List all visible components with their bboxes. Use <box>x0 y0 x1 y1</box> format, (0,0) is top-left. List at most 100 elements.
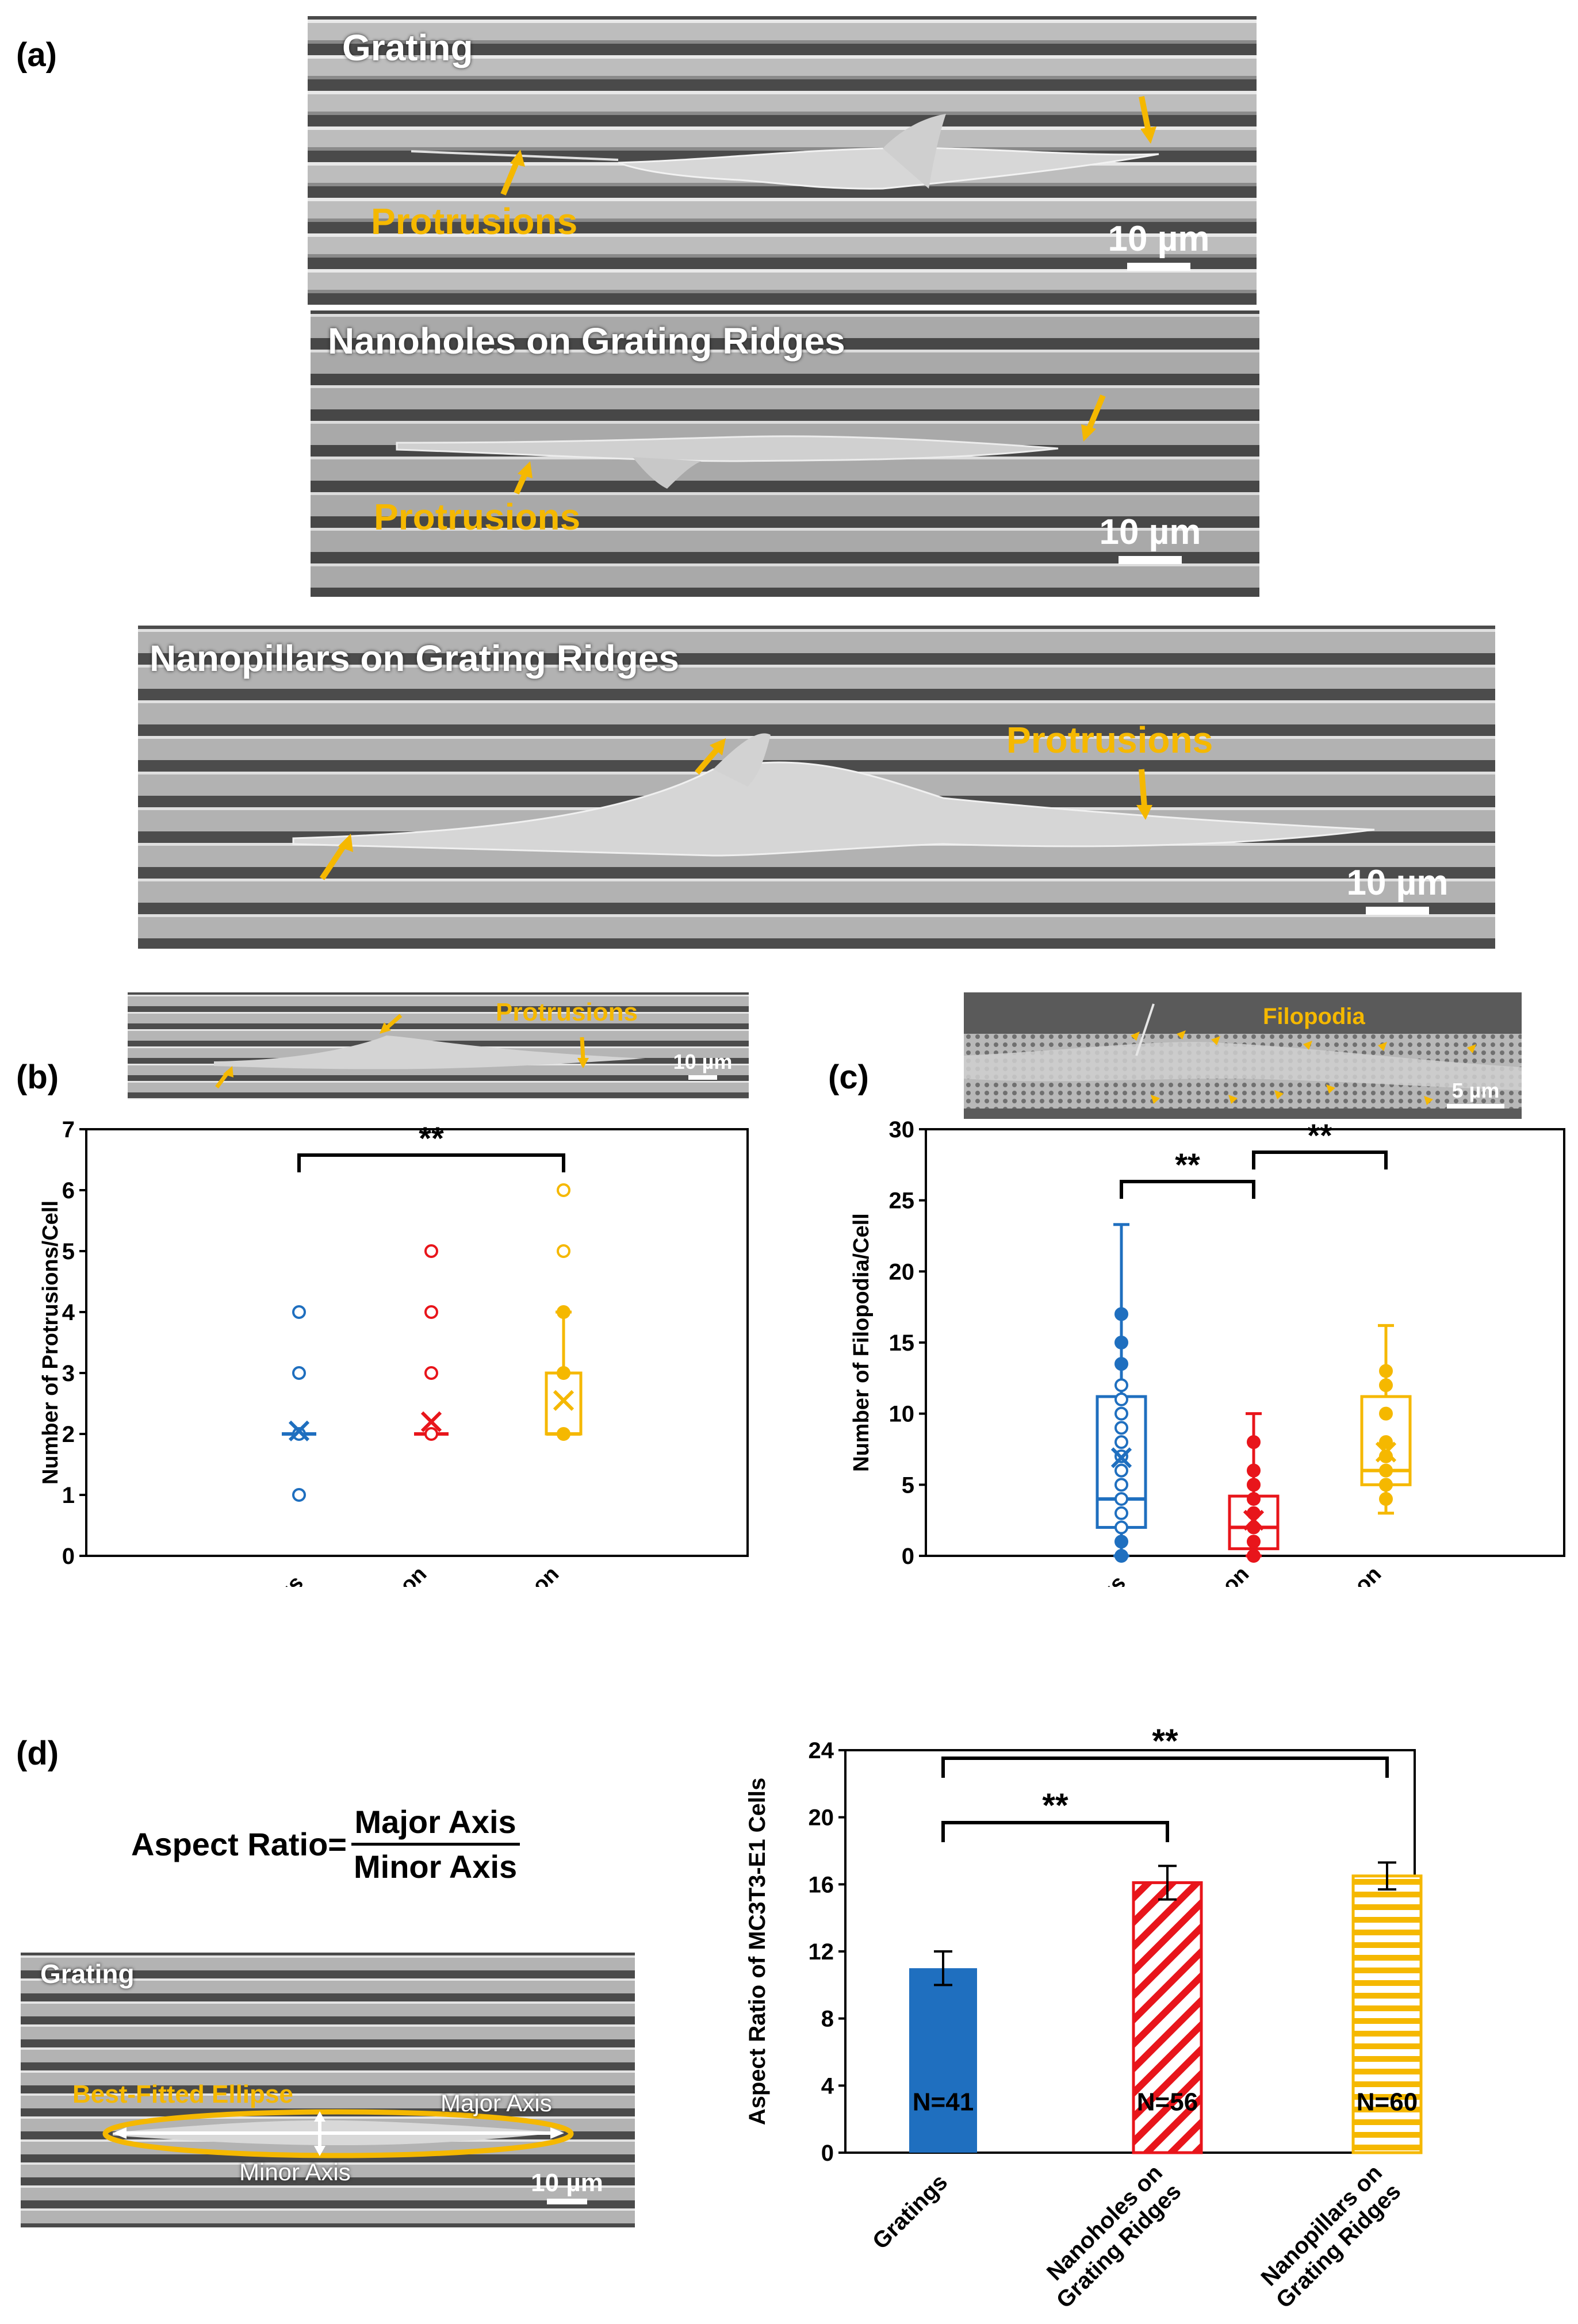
filopodia-image <box>964 992 1522 1119</box>
chart-c: 0 5 10 15 20 25 30 Number of Filopodia/Cell Grat… <box>849 1117 1565 1587</box>
protrusions-label: Protrusions <box>1006 719 1213 761</box>
data-point <box>1114 1307 1128 1321</box>
filopodia-marker <box>1326 1084 1335 1094</box>
data-point <box>1114 1406 1128 1421</box>
scale-label: 10 µm <box>531 2169 603 2197</box>
data-point <box>1114 1392 1128 1406</box>
grating-ridges <box>128 992 749 1099</box>
x-category-label: Nanopillars onGrating Ridges <box>1253 2160 1405 2313</box>
data-point <box>424 1244 438 1258</box>
inset-image-c: Filopodia 5 µm <box>964 992 1522 1119</box>
data-point <box>557 1427 570 1441</box>
formula-lhs: Aspect Ratio= <box>131 1826 347 1862</box>
aspect-ratio-formula: Aspect Ratio= Major Axis Minor Axis <box>131 1803 520 1885</box>
scale-line <box>1447 1104 1504 1109</box>
y-tick-label: 4 <box>821 2073 834 2099</box>
arrow-head <box>510 149 525 167</box>
scale-bar: 5 µm <box>1441 1079 1510 1109</box>
data-point <box>424 1427 438 1441</box>
x-category-label-line: Gratings <box>228 1571 308 1587</box>
data-point <box>1247 1549 1261 1563</box>
data-point <box>1379 1463 1393 1478</box>
scale-bar: 10 µm <box>662 1050 743 1080</box>
arrows <box>500 96 1156 195</box>
filopodia-marker <box>1274 1090 1284 1099</box>
x-category-label-line: Nanopillars on <box>1262 1562 1386 1587</box>
x-category-label-line: Gratings <box>868 2169 952 2254</box>
x-category-label: Gratings <box>1050 1571 1131 1587</box>
grating-ridges <box>21 1953 635 2227</box>
data-point <box>557 1366 570 1380</box>
arrow-head <box>338 834 353 852</box>
n-label: N=60 <box>1357 2088 1418 2116</box>
y-tick-label: 3 <box>62 1361 75 1386</box>
y-axis-label: Number of Protrusions/Cell <box>39 1201 63 1485</box>
data-point <box>424 1305 438 1319</box>
filopodia-marker <box>1228 1095 1238 1104</box>
grating-ridges <box>311 310 1259 597</box>
arrow-head <box>1136 805 1152 820</box>
y-tick-label: 30 <box>889 1117 915 1142</box>
filopodia-label: Filopodia <box>1263 1004 1365 1029</box>
panel-d-letter: (d) <box>16 1735 59 1772</box>
formula-denominator: Minor Axis <box>354 1849 518 1885</box>
arrow-head <box>550 2127 564 2139</box>
data-point <box>1114 1535 1128 1549</box>
significance-label: ** <box>419 1120 444 1156</box>
data-point <box>292 1366 306 1380</box>
arrow-head <box>314 2111 325 2122</box>
mean-marker <box>288 1420 310 1441</box>
significance-label: ** <box>1307 1117 1332 1153</box>
protrusions-label: Protrusions <box>496 998 638 1026</box>
arrow-head <box>380 1022 391 1034</box>
minor-axis-label: Minor Axis <box>239 2158 351 2185</box>
x-category-label: Nanoholes onGrating Ridges <box>1126 1562 1271 1587</box>
outlier-point <box>557 1183 570 1197</box>
arrows <box>514 394 1106 495</box>
grating-ridges <box>308 16 1257 305</box>
y-axis-label: Aspect Ratio of MC3T3-E1 Cells <box>745 1778 770 2126</box>
protrusions-label: Protrusions <box>374 496 581 538</box>
y-tick-label: 24 <box>809 1738 834 1763</box>
data-point <box>1247 1463 1261 1478</box>
x-category-label: Gratings <box>868 2169 952 2254</box>
x-category-label: Nanoholes onGrating Ridges <box>1033 2160 1186 2313</box>
formula-fraction: Major Axis Minor Axis <box>350 1803 520 1885</box>
chart-d: 0 4 8 12 16 20 24 Aspect Ratio of MC3T3-E1 Cell… <box>745 1723 1423 2313</box>
chart-b: 0 1 2 3 4 5 6 7 Number of Protrusions/Cell Gratin… <box>39 1117 749 1587</box>
arrow-head <box>223 1066 233 1077</box>
x-category-label-line: Gratings <box>1050 1571 1131 1587</box>
x-category-label-line: Grating Ridges <box>1276 1580 1404 1587</box>
mean-marker <box>1243 1510 1265 1531</box>
y-tick-label: 4 <box>62 1300 75 1325</box>
formula-numerator: Major Axis <box>351 1803 520 1846</box>
data-point <box>292 1305 306 1319</box>
data-point <box>1114 1378 1128 1393</box>
bar <box>1132 1881 1203 2154</box>
best-fitted-ellipse <box>102 2109 574 2158</box>
best-fitted-ellipse-label: Best-Fitted Ellipse <box>72 2080 293 2108</box>
arrow <box>500 159 520 195</box>
scale-line <box>1119 556 1182 564</box>
filopodia-marker <box>1424 1096 1433 1105</box>
y-tick-label: 1 <box>62 1483 75 1508</box>
sem-title: Nanoholes on Grating Ridges <box>328 320 845 362</box>
sem-title: Nanopillars on Grating Ridges <box>150 638 679 679</box>
data-point <box>424 1366 438 1380</box>
scale-label: 10 µm <box>1099 512 1201 552</box>
y-tick-label: 15 <box>889 1330 915 1356</box>
data-point <box>292 1488 306 1502</box>
protrusions-label: Protrusions <box>371 201 578 242</box>
scale-bar: 10 µm <box>1090 218 1228 271</box>
arrow <box>1139 96 1151 132</box>
sem-image-nanopillars: Nanopillars on Grating Ridges Protrusion… <box>138 626 1495 949</box>
x-category-label-line: Grating Ridges <box>321 1580 449 1587</box>
n-label: N=41 <box>913 2088 974 2116</box>
data-point <box>1379 1378 1393 1393</box>
y-tick-label: 6 <box>62 1178 75 1203</box>
filopodia-marker <box>1177 1030 1186 1040</box>
y-tick-label: 8 <box>821 2007 834 2032</box>
data-point <box>1114 1506 1128 1520</box>
arrow-head <box>113 2127 127 2139</box>
data-point <box>1247 1478 1261 1492</box>
